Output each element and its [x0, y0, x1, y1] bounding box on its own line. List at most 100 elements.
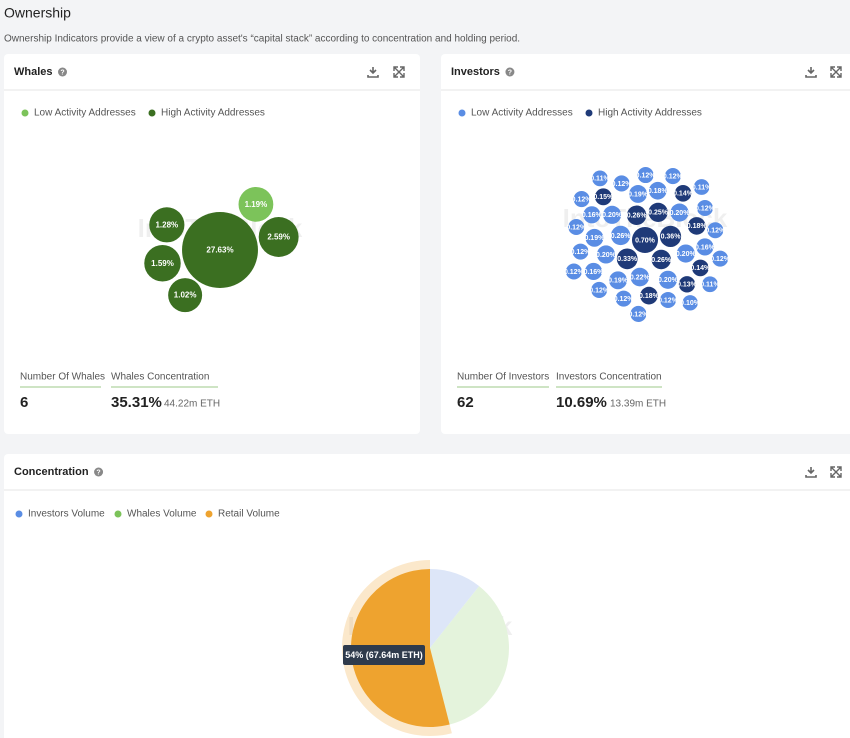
- bubble: [702, 276, 718, 293]
- help-icon[interactable]: [94, 467, 104, 477]
- bubble: [648, 202, 668, 222]
- legend-label: High Activity Addresses: [161, 108, 265, 119]
- bubble-label: 0.70%: [635, 237, 656, 244]
- bubble: [144, 244, 181, 282]
- pie-slice[interactable]: [430, 569, 480, 648]
- bubble-label: 0.12%: [705, 228, 726, 235]
- bubble-label: 0.12%: [571, 249, 592, 256]
- bubble: [637, 166, 654, 184]
- bubble-label: 0.14%: [673, 191, 694, 198]
- bubble-label: 2.59%: [267, 233, 290, 242]
- download-icon[interactable]: [805, 67, 817, 78]
- bubble: [630, 267, 650, 287]
- bubble: [168, 278, 203, 313]
- bubble-label: 0.18%: [648, 188, 669, 195]
- stat-value: 62: [457, 394, 474, 411]
- stat-label: Number Of Investors: [457, 372, 549, 383]
- bubble-label: 0.16%: [584, 269, 605, 276]
- bubble-label: 27.63%: [206, 246, 233, 255]
- bubble: [616, 248, 638, 270]
- bubble-label: 0.26%: [611, 233, 632, 240]
- bubble: [149, 207, 185, 243]
- bubble: [676, 244, 695, 263]
- bubble: [572, 243, 589, 260]
- bubble-label: 0.11%: [700, 282, 720, 289]
- download-icon[interactable]: [367, 67, 379, 78]
- page-title: Ownership: [4, 5, 71, 21]
- bubble-label: 0.11%: [590, 176, 610, 183]
- bubble-label: 0.12%: [695, 205, 716, 212]
- bubble-label: 1.59%: [151, 259, 174, 268]
- legend-label: High Activity Addresses: [598, 108, 702, 119]
- panel-title: Whales: [14, 66, 53, 78]
- bubble: [596, 245, 616, 264]
- bubble: [692, 259, 709, 277]
- bubble: [659, 225, 682, 248]
- bubble-label: 0.12%: [710, 256, 731, 263]
- pie-slice[interactable]: [430, 586, 509, 725]
- bubble: [696, 238, 714, 256]
- expand-icon[interactable]: [393, 66, 405, 78]
- stat-value: 35.31%: [111, 394, 162, 411]
- expand-icon[interactable]: [830, 66, 842, 78]
- bubble-label: 0.19%: [584, 235, 605, 242]
- bubble-label: 0.12%: [612, 181, 633, 188]
- bubble-label: 0.22%: [630, 274, 651, 281]
- panel-title: Investors: [451, 66, 500, 78]
- legend-dot: [21, 109, 29, 117]
- bubble: [678, 276, 696, 293]
- bubble: [693, 179, 710, 195]
- bubble-label: 0.25%: [648, 210, 669, 217]
- stat-value: 6: [20, 394, 28, 411]
- bubble-label: 0.33%: [617, 256, 638, 263]
- stat-label: Number Of Whales: [20, 372, 105, 383]
- stat-label: Investors Concentration: [556, 372, 662, 383]
- bubble: [626, 205, 647, 225]
- bubble-label: 0.11%: [692, 184, 712, 191]
- bubble-label: 1.02%: [174, 291, 197, 300]
- bubble: [573, 191, 590, 208]
- bubble-label: 0.15%: [593, 194, 614, 201]
- legend-dot: [458, 109, 466, 117]
- bubble: [615, 290, 632, 307]
- bubble-label: 0.12%: [566, 224, 587, 231]
- bubble-label: 0.20%: [596, 252, 617, 259]
- bubble: [565, 263, 582, 280]
- bubble: [707, 222, 724, 239]
- help-icon[interactable]: [58, 67, 68, 77]
- bubble-label: 0.20%: [670, 210, 691, 217]
- tooltip-text: 54% (67.64m ETH): [345, 650, 423, 660]
- panel-title: Concentration: [14, 466, 89, 478]
- tooltip-box: [343, 645, 425, 665]
- bubble: [592, 170, 608, 187]
- expand-icon[interactable]: [830, 466, 842, 478]
- bubble: [648, 181, 667, 200]
- bubble-label: 1.19%: [245, 200, 268, 209]
- bubble-label: 0.12%: [628, 311, 649, 318]
- download-icon[interactable]: [805, 467, 817, 478]
- legend-dot: [148, 109, 156, 117]
- bubble-label: 0.13%: [677, 282, 698, 289]
- stat-unit: 44.22m ETH: [164, 399, 220, 410]
- page-subtitle: Ownership Indicators provide a view of a…: [4, 34, 520, 45]
- bubble: [696, 199, 713, 217]
- legend-dot: [114, 510, 122, 518]
- legend-label: Whales Volume: [127, 509, 197, 520]
- legend-dot: [585, 109, 593, 117]
- bubble: [182, 212, 258, 288]
- bubble: [664, 168, 681, 185]
- bubble-label: 0.18%: [639, 293, 660, 300]
- bubble: [659, 291, 677, 309]
- bubble: [658, 270, 677, 289]
- legend-dot: [205, 510, 213, 518]
- bubble-label: 0.12%: [636, 172, 657, 179]
- legend-dot: [15, 510, 23, 518]
- help-icon[interactable]: [505, 67, 515, 77]
- bubble-label: 0.12%: [564, 269, 585, 276]
- bubble: [583, 206, 601, 224]
- bubble: [609, 271, 627, 290]
- bubble-label: 0.26%: [651, 257, 672, 264]
- bubble: [568, 218, 585, 236]
- bubble: [630, 305, 647, 322]
